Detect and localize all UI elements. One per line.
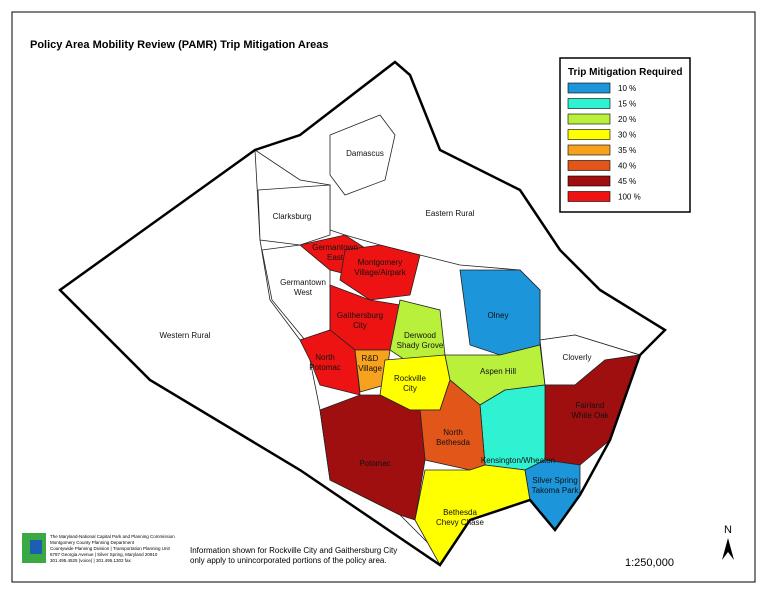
agency-logo-inner (30, 540, 42, 554)
policy-area-label: Gaithersburg (337, 311, 383, 320)
legend-swatch (567, 175, 611, 187)
agency-line: The Maryland-National Capital Park and P… (50, 534, 175, 539)
note-block: Information shown for Rockville City and… (190, 546, 397, 565)
agency-line: 301.495.4525 (voice) | 301.495.1302 fax (50, 558, 131, 563)
agency-line: Montgomery County Planning Department (50, 540, 135, 545)
policy-area-label: Fairland (576, 401, 605, 410)
policy-area-label: Germantown (280, 278, 326, 287)
policy-area (339, 244, 421, 301)
policy-area-label: City (403, 384, 417, 393)
policy-area-label: Rockville (394, 374, 427, 383)
policy-area-label: East (327, 253, 344, 262)
legend-swatch (567, 82, 611, 94)
agency-block: The Maryland-National Capital Park and P… (50, 534, 175, 563)
legend-swatch (567, 191, 611, 202)
legend-label: 30 % (618, 131, 636, 140)
policy-area (389, 299, 446, 361)
legend-label: 100 % (618, 193, 641, 202)
north-arrow (722, 538, 734, 560)
policy-area-label: R&D (362, 354, 379, 363)
policy-area-label: Chevy Chase (436, 518, 485, 527)
note-line: only apply to unincorporated portions of… (190, 556, 387, 565)
agency-line: Countywide Planning Division | Transport… (50, 546, 170, 551)
policy-area-label: White Oak (571, 411, 609, 420)
policy-area (319, 394, 426, 521)
policy-area (257, 184, 331, 246)
county-boundary (58, 60, 668, 567)
policy-area-label: Bethesda (436, 438, 470, 447)
policy-area-label: Montgomery (358, 258, 402, 267)
policy-area-label: Silver Spring (532, 476, 577, 485)
policy-area-label: Shady Grove (397, 341, 444, 350)
regions: Western Rural Eastern Rural Damascus Clarks… (58, 60, 668, 567)
legend-swatch (567, 160, 611, 171)
legend-swatch (567, 129, 611, 140)
policy-area-label: Olney (488, 311, 509, 320)
north-label: N (724, 524, 732, 536)
policy-area-label: North (315, 353, 335, 362)
policy-area-label: West (294, 288, 313, 297)
legend-title: Trip Mitigation Required (568, 67, 682, 78)
legend-swatch (567, 98, 611, 109)
legend-swatch (567, 113, 611, 125)
legend-label: 10 % (618, 84, 636, 93)
policy-area (419, 379, 486, 471)
policy-area-label: Western Rural (160, 331, 211, 340)
policy-area-label: Eastern Rural (426, 209, 475, 218)
legend-label: 40 % (618, 162, 636, 171)
policy-area-label: Germantown (312, 243, 358, 252)
policy-area-label: Aspen Hill (480, 367, 516, 376)
policy-area-label: Kensington/Wheaton (481, 456, 555, 465)
policy-area-label: Cloverly (563, 353, 592, 362)
legend-swatch (567, 144, 611, 156)
policy-area-label: Clarksburg (273, 212, 312, 221)
legend: 10 % 15 % 20 % 30 % 35 % 40 % 45 % 100 % (567, 82, 641, 202)
policy-area-label: Potomac (359, 459, 391, 468)
policy-area-label: Village (358, 364, 382, 373)
policy-area-label: North (443, 428, 463, 437)
map-title: Policy Area Mobility Review (PAMR) Trip … (30, 39, 328, 51)
scale-label: 1:250,000 (625, 557, 674, 569)
policy-area-label: Damascus (346, 149, 384, 158)
agency-line: 8787 Georgia Avenue | Silver Spring, Mar… (50, 552, 158, 557)
legend-label: 20 % (618, 115, 636, 124)
policy-area-label: Takoma Park (532, 486, 580, 495)
policy-area-label: Bethesda (443, 508, 477, 517)
policy-area-label: Potomac (309, 363, 341, 372)
policy-area-label: City (353, 321, 367, 330)
policy-area-label: Village/Airpark (354, 268, 406, 277)
note-line: Information shown for Rockville City and… (190, 546, 397, 555)
legend-label: 45 % (618, 177, 636, 186)
legend-label: 35 % (618, 146, 636, 155)
policy-area-label: Derwood (404, 331, 436, 340)
policy-area (329, 114, 396, 196)
legend-label: 15 % (618, 100, 636, 109)
